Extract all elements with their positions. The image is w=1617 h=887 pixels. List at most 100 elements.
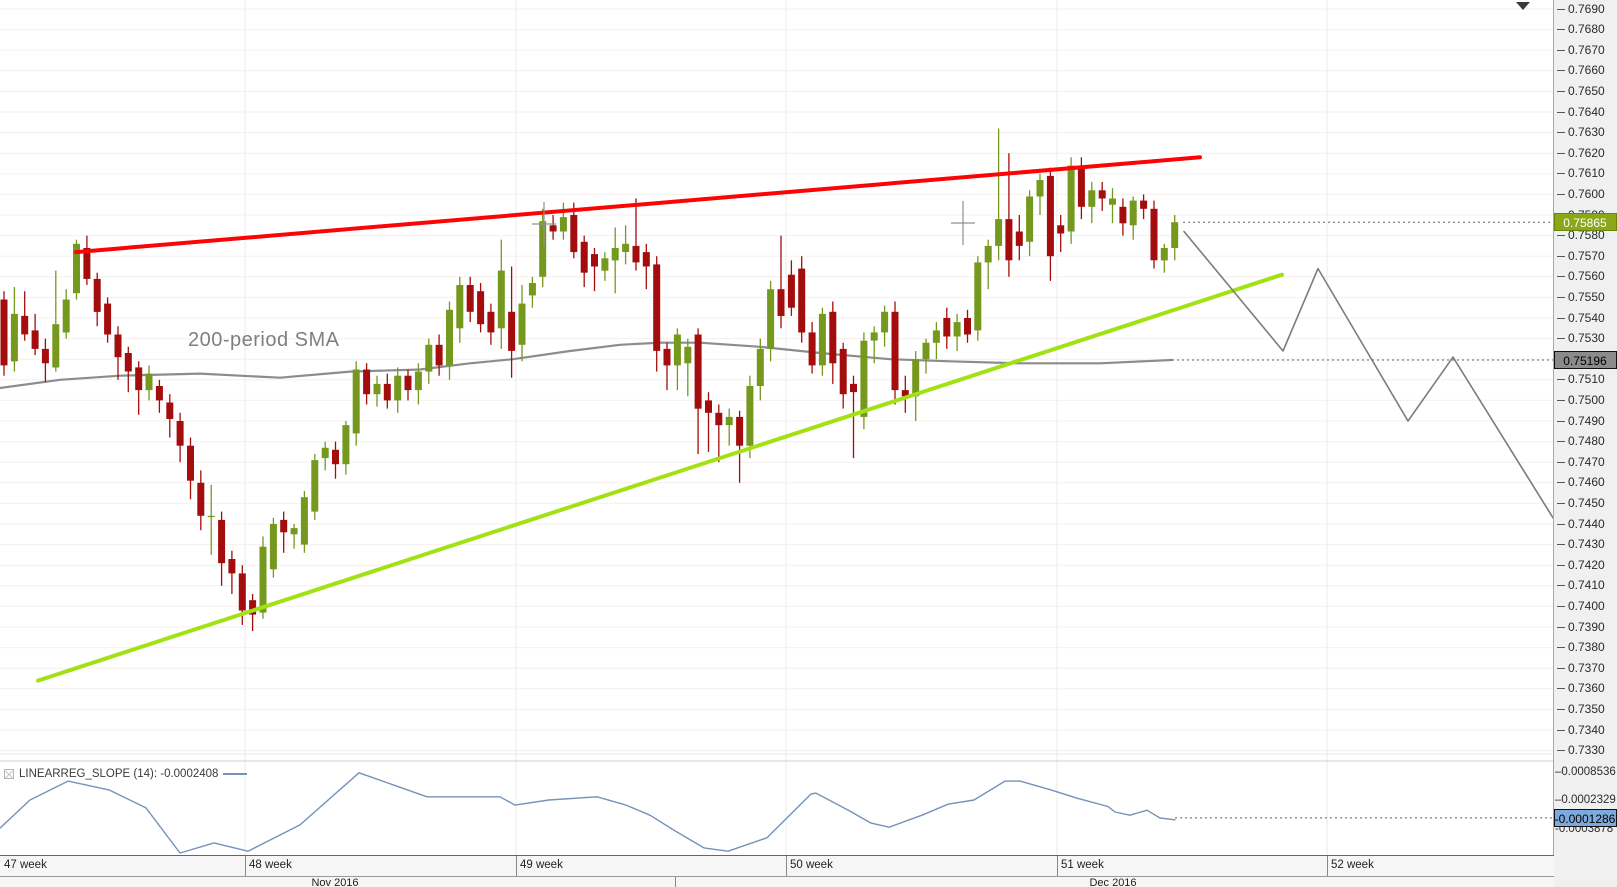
price-axis-label: 0.7380 [1557,640,1605,654]
candle [1098,182,1106,211]
candle [653,256,661,372]
sma-line [0,341,1174,390]
price-axis-label: 0.7400 [1557,599,1605,613]
month-axis-row[interactable]: Nov 2016 Dec 2016 [0,876,1554,887]
candle [912,351,920,421]
month-tick [675,877,676,887]
line-anchor-handles[interactable] [532,201,975,246]
week-label: 51 week [1061,859,1104,871]
indicator-axis-label: –0.0002329 [1555,794,1616,807]
week-axis-row[interactable]: 47 week 48 week 49 week 50 week 51 week 52 we… [0,855,1554,876]
week-label: 47 week [4,859,47,871]
candle [870,326,878,364]
candle [881,305,889,347]
candle [414,363,422,405]
candle [311,454,319,520]
price-axis-label: 0.7390 [1557,620,1605,634]
forecast-zigzag-line[interactable] [1183,230,1554,519]
candle [135,361,143,415]
price-axis-label: 0.7580 [1557,228,1605,242]
price-axis-label: 0.7460 [1557,475,1605,489]
week-tick [245,856,246,876]
week-tick [516,856,517,876]
candle [1015,215,1023,261]
candle [580,235,588,288]
candle [332,441,339,479]
last-price-badge: 0.75865 [1553,213,1617,231]
price-axis-label: 0.7600 [1557,187,1605,201]
candle [663,342,671,391]
candle [539,208,547,288]
candle [166,394,174,438]
candle [901,375,909,413]
candle [207,484,215,555]
candle [93,272,101,327]
candle [280,511,288,553]
candle [187,437,194,500]
price-axis-label: 0.7540 [1557,311,1605,325]
candle [705,392,712,452]
candle [52,270,60,372]
candle [1129,196,1137,240]
indicator-axis-label: –0.0008536 [1555,765,1616,778]
candle [259,536,267,619]
price-axis-label: 0.7670 [1557,43,1605,57]
indicator-checkbox-icon[interactable] [4,769,14,779]
resistance-trendline[interactable] [74,155,1202,255]
candle [404,369,412,401]
candle [425,338,433,384]
price-axis-label: 0.7450 [1557,496,1605,510]
candle [1088,182,1096,224]
candle [611,227,619,294]
candles [0,128,1179,632]
price-axis-label: 0.7690 [1557,2,1605,16]
candle [383,373,391,409]
candle [673,328,681,391]
candle [446,301,453,380]
candle [591,248,598,292]
price-axis-label: 0.7430 [1557,537,1605,551]
support-trendline[interactable] [36,272,1284,683]
price-axis-label: 0.7510 [1557,372,1605,386]
candle [321,441,329,471]
price-axis-label: 0.7560 [1557,269,1605,283]
candle [83,235,91,285]
candle [176,412,184,463]
price-axis-label: 0.7470 [1557,455,1605,469]
candle [124,346,132,393]
candle [290,524,298,549]
candle [787,260,795,316]
price-axis-label: 0.7410 [1557,578,1605,592]
scroll-to-end-icon[interactable] [1516,2,1530,10]
price-axis-label: 0.7330 [1557,743,1605,757]
candle [394,367,402,413]
candle [508,266,516,378]
price-axis-label: 0.7480 [1557,434,1605,448]
candle [487,303,495,345]
candle [31,313,39,356]
candle [155,379,163,413]
price-axis-label: 0.7370 [1557,661,1605,675]
candle [632,198,640,271]
candle [767,280,775,362]
candle [642,243,650,290]
price-axis-label: 0.7420 [1557,558,1605,572]
candle [518,285,526,362]
candle [694,328,702,454]
indicator-legend: LINEARREG_SLOPE (14): -0.0002408 [4,767,248,781]
price-axis[interactable]: 0.7690 0.7680 0.7670 0.7660 0.7650 0.7640 0.76… [1553,0,1617,887]
week-tick [786,856,787,876]
indicator-value-badge: -0.0001286 [1553,809,1617,827]
price-axis-label: 0.7650 [1557,84,1605,98]
candle [363,363,371,405]
candle [300,491,308,553]
candle [601,252,609,281]
candle [435,334,443,376]
candle [477,283,485,333]
linearreg-slope-line [0,772,1176,854]
week-label: 50 week [790,859,833,871]
candle [1026,190,1034,257]
candle [922,338,930,374]
candle [218,511,226,586]
